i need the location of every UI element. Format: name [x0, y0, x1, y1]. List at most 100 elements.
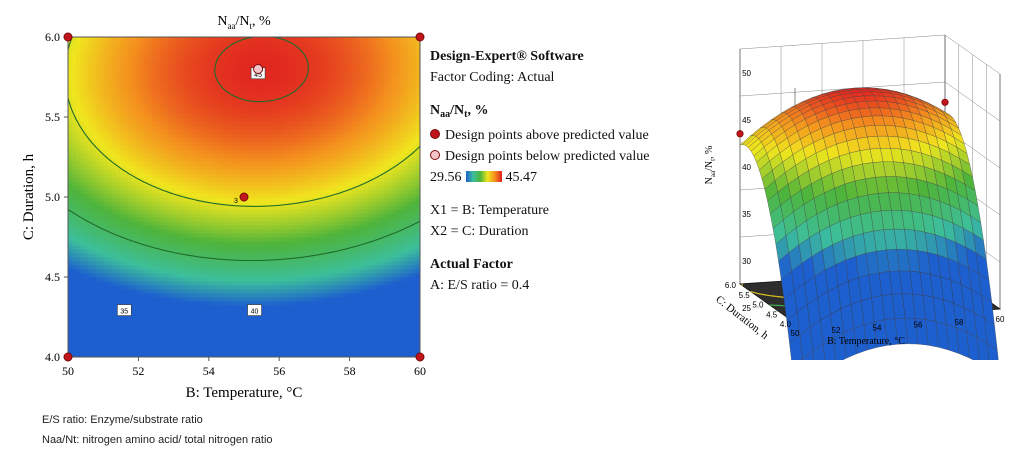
heat-cell	[264, 285, 269, 290]
heat-cell	[136, 249, 141, 254]
heat-cell	[156, 325, 161, 330]
heat-cell	[264, 329, 269, 334]
heat-cell	[104, 261, 109, 266]
heat-cell	[240, 325, 245, 330]
heat-cell	[284, 45, 289, 50]
heat-cell	[276, 113, 281, 118]
heat-cell	[288, 69, 293, 74]
heat-cell	[268, 133, 273, 138]
heat-cell	[100, 349, 105, 354]
heat-cell	[308, 277, 313, 282]
heat-cell	[164, 161, 169, 166]
heat-cell	[132, 345, 137, 350]
heat-cell	[256, 177, 261, 182]
heat-cell	[276, 153, 281, 158]
heat-cell	[304, 89, 309, 94]
heat-cell	[164, 165, 169, 170]
heat-cell	[236, 221, 241, 226]
heat-cell	[172, 281, 177, 286]
heat-cell	[96, 53, 101, 58]
heat-cell	[288, 209, 293, 214]
heat-cell	[196, 169, 201, 174]
heat-cell	[220, 181, 225, 186]
heat-cell	[144, 221, 149, 226]
heat-cell	[248, 329, 253, 334]
heat-cell	[248, 141, 253, 146]
heat-cell	[292, 309, 297, 314]
heat-cell	[92, 245, 97, 250]
heat-cell	[272, 181, 277, 186]
heat-cell	[260, 333, 265, 338]
heat-cell	[208, 121, 213, 126]
heat-cell	[240, 85, 245, 90]
heat-cell	[88, 297, 93, 302]
heat-cell	[148, 249, 153, 254]
heat-cell	[144, 161, 149, 166]
heat-cell	[200, 89, 205, 94]
heat-cell	[204, 353, 209, 357]
heat-cell	[164, 285, 169, 290]
heat-cell	[188, 85, 193, 90]
heat-cell	[160, 269, 165, 274]
heat-cell	[232, 349, 237, 354]
heat-cell	[116, 273, 121, 278]
heat-cell	[248, 97, 253, 102]
heat-cell	[280, 121, 285, 126]
heat-cell	[72, 145, 77, 150]
heat-cell	[80, 85, 85, 90]
heat-cell	[136, 201, 141, 206]
heat-cell	[180, 89, 185, 94]
heat-cell	[244, 101, 249, 106]
heat-cell	[240, 261, 245, 266]
heat-cell	[288, 93, 293, 98]
heat-cell	[248, 205, 253, 210]
heat-cell	[280, 153, 285, 158]
heat-cell	[264, 81, 269, 86]
heat-cell	[80, 169, 85, 174]
heat-cell	[236, 165, 241, 170]
heat-cell	[172, 69, 177, 74]
heat-cell	[280, 341, 285, 346]
heat-cell	[180, 57, 185, 62]
heat-cell	[112, 213, 117, 218]
heat-cell	[204, 165, 209, 170]
heat-cell	[292, 341, 297, 346]
heat-cell	[252, 353, 257, 357]
heat-cell	[108, 129, 113, 134]
heat-cell	[156, 225, 161, 230]
heat-cell	[300, 337, 305, 342]
heat-cell	[244, 269, 249, 274]
heat-cell	[152, 273, 157, 278]
heat-cell	[180, 281, 185, 286]
heat-cell	[248, 217, 253, 222]
heat-cell	[216, 181, 221, 186]
heat-cell	[224, 165, 229, 170]
heat-cell	[144, 273, 149, 278]
heat-cell	[240, 69, 245, 74]
heat-cell	[204, 65, 209, 70]
heat-cell	[296, 97, 301, 102]
heat-cell	[164, 157, 169, 162]
heat-cell	[248, 73, 253, 78]
heat-cell	[272, 277, 277, 282]
heat-cell	[252, 293, 257, 298]
heat-cell	[192, 161, 197, 166]
heat-cell	[180, 205, 185, 210]
heat-cell	[88, 317, 93, 322]
heat-cell	[212, 205, 217, 210]
heat-cell	[284, 69, 289, 74]
heat-cell	[316, 333, 321, 338]
heat-cell	[104, 221, 109, 226]
heat-cell	[308, 173, 313, 178]
heat-cell	[128, 325, 133, 330]
heat-cell	[120, 145, 125, 150]
heat-cell	[216, 169, 221, 174]
heat-cell	[164, 101, 169, 106]
heat-cell	[180, 285, 185, 290]
heat-cell	[244, 137, 249, 142]
heat-cell	[156, 121, 161, 126]
heat-cell	[228, 197, 233, 202]
heat-cell	[284, 297, 289, 302]
heat-cell	[264, 273, 269, 278]
heat-cell	[144, 233, 149, 238]
